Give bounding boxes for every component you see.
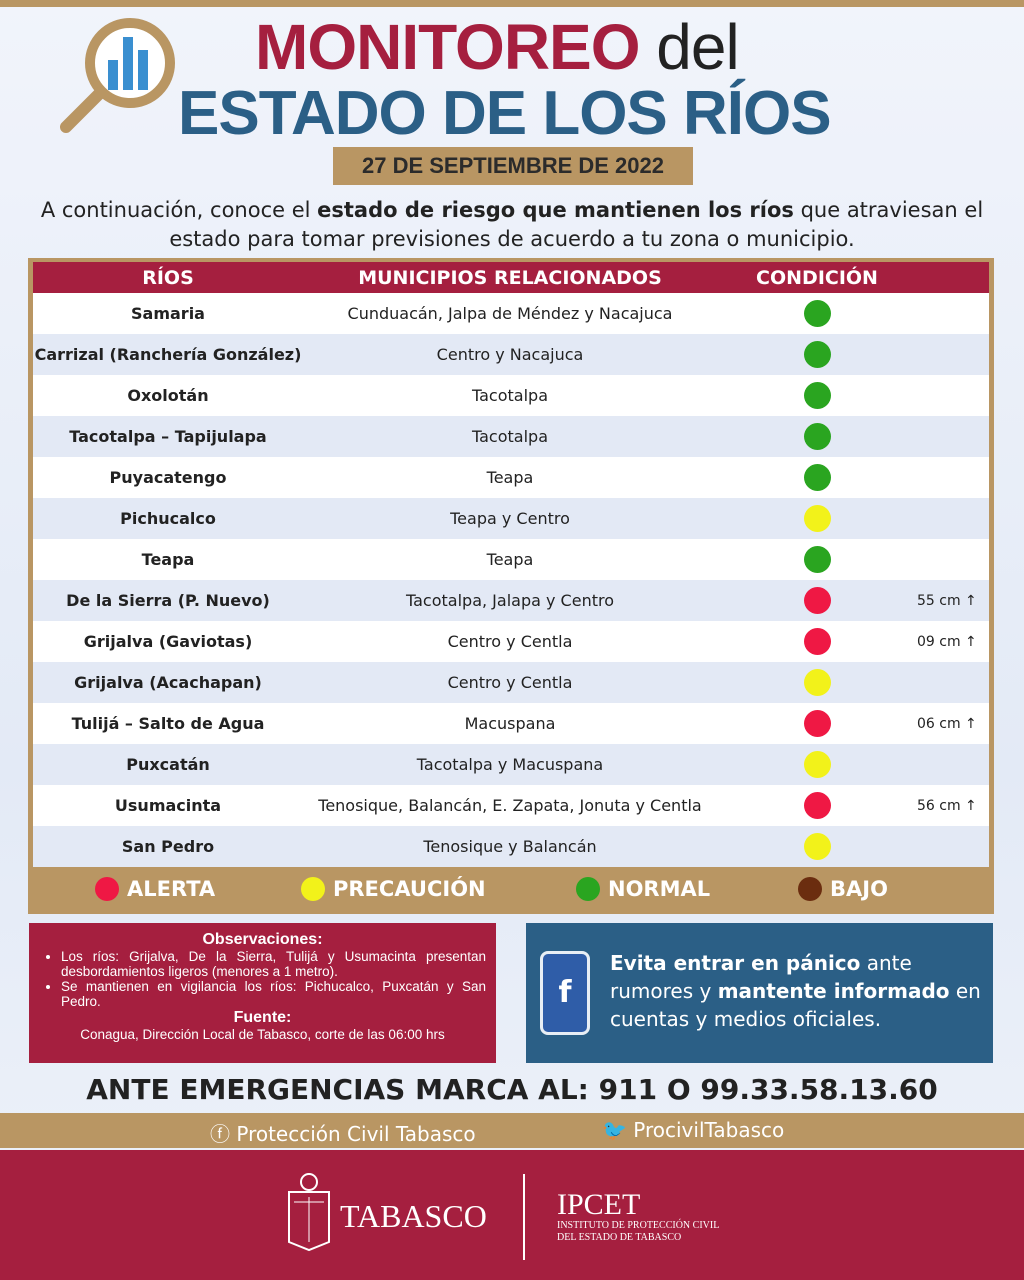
condition-dot-alerta xyxy=(803,628,831,655)
emergency-line: ANTE EMERGENCIAS MARCA AL: 911 O 99.33.5… xyxy=(86,1073,938,1106)
municipios: Centro y Centla xyxy=(447,632,573,651)
condition-dot-alerta xyxy=(803,792,831,819)
table-header: RÍOS MUNICIPIOS RELACIONADOS CONDICIÓN xyxy=(33,262,989,293)
condition-dot-alerta xyxy=(803,587,831,614)
condition-dot-normal xyxy=(803,423,831,450)
level-above: 56 cm ↑ xyxy=(917,797,977,814)
observaciones-box: Observaciones: Los ríos: Grijalva, De la… xyxy=(29,923,496,1063)
river-name: Oxolotán xyxy=(127,386,209,405)
river-name: Grijalva (Acachapan) xyxy=(74,673,262,692)
table-row: Usumacinta Tenosique, Balancán, E. Zapata… xyxy=(33,785,989,826)
facebook-link[interactable]: ⓕ Protección Civil Tabasco xyxy=(210,1122,476,1146)
table-row: Puxcatán Tacotalpa y Macuspana xyxy=(33,744,989,785)
twitter-link[interactable]: 🐦 ProcivilTabasco xyxy=(602,1118,785,1142)
tabasco-coat-of-arms-icon xyxy=(288,1173,330,1252)
municipios: Tacotalpa, Jalapa y Centro xyxy=(406,591,614,610)
municipios: Teapa xyxy=(486,550,534,569)
social-bar: ⓕ Protección Civil Tabasco 🐦 ProcivilTab… xyxy=(0,1113,1024,1148)
legend-dot-icon xyxy=(576,877,600,901)
condition-dot-precaucion xyxy=(803,669,831,696)
condition-dot-normal xyxy=(803,464,831,491)
level-above: 09 cm ↑ xyxy=(917,633,977,650)
condition-dot-alerta xyxy=(803,710,831,737)
municipios: Cunduacán, Jalpa de Méndez y Nacajuca xyxy=(347,304,673,323)
legend-item-bajo: BAJO xyxy=(798,877,888,901)
river-name: Puxcatán xyxy=(126,755,210,774)
ipcet-subtitle: INSTITUTO DE PROTECCIÓN CIVIL DEL ESTADO … xyxy=(557,1220,720,1243)
facebook-phone-icon: f xyxy=(540,951,590,1035)
river-name: Grijalva (Gaviotas) xyxy=(83,632,253,651)
magnifier-chart-icon xyxy=(60,18,175,133)
municipios: Tacotalpa xyxy=(472,386,548,405)
municipios: Teapa y Centro xyxy=(450,509,570,528)
legend: ALERTA PRECAUCIÓN NORMAL BAJO xyxy=(33,868,989,910)
municipios: Teapa xyxy=(486,468,534,487)
top-bar xyxy=(0,0,1024,7)
municipios: Tacotalpa xyxy=(472,427,548,446)
intro-text: A continuación, conoce el estado de ries… xyxy=(40,198,984,251)
table-row: De la Sierra (P. Nuevo) Tacotalpa, Jalapa… xyxy=(33,580,989,621)
condition-dot-precaucion xyxy=(803,833,831,860)
condition-dot-precaucion xyxy=(803,505,831,532)
condition-dot-normal xyxy=(803,341,831,368)
condition-dot-normal xyxy=(803,382,831,409)
table-row: Grijalva (Gaviotas) Centro y Centla 09 cm … xyxy=(33,621,989,662)
river-name: Teapa xyxy=(141,550,195,569)
river-name: Puyacatengo xyxy=(109,468,227,487)
municipios: Tenosique y Balancán xyxy=(423,837,597,856)
river-name: Tulijá – Salto de Agua xyxy=(71,714,265,733)
rivers-table: RÍOS MUNICIPIOS RELACIONADOS CONDICIÓN S… xyxy=(28,258,994,914)
municipios: Centro y Nacajuca xyxy=(436,345,584,364)
date-badge: 27 DE SEPTIEMBRE DE 2022 xyxy=(333,147,693,185)
condition-dot-normal xyxy=(803,300,831,327)
river-name: Pichucalco xyxy=(120,509,216,528)
title-line2: ESTADO DE LOS RÍOS xyxy=(178,79,832,148)
level-above: 06 cm ↑ xyxy=(917,715,977,732)
river-name: Usumacinta xyxy=(114,796,222,815)
divider xyxy=(523,1174,525,1260)
condition-dot-precaucion xyxy=(803,751,831,778)
river-name: Samaria xyxy=(131,304,205,323)
table-row: Puyacatengo Teapa xyxy=(33,457,989,498)
river-name: Carrizal (Ranchería González) xyxy=(34,345,302,364)
table-row: Pichucalco Teapa y Centro xyxy=(33,498,989,539)
river-name: San Pedro xyxy=(121,837,215,856)
municipios: Tenosique, Balancán, E. Zapata, Jonuta y… xyxy=(318,796,702,815)
table-row: Grijalva (Acachapan) Centro y Centla xyxy=(33,662,989,703)
ipcet-logo-text: IPCET xyxy=(557,1188,641,1221)
footer: TABASCO IPCET INSTITUTO DE PROTECCIÓN CI… xyxy=(0,1150,1024,1280)
municipios: Tacotalpa y Macuspana xyxy=(416,755,604,774)
legend-dot-icon xyxy=(95,877,119,901)
river-name: Tacotalpa – Tapijulapa xyxy=(69,427,267,446)
legend-dot-icon xyxy=(301,877,325,901)
tabasco-logo-text: TABASCO xyxy=(340,1198,487,1234)
aviso-box: f Evita entrar en pánico ante rumores y … xyxy=(526,923,993,1063)
condition-dot-normal xyxy=(803,546,831,573)
municipios: Centro y Centla xyxy=(447,673,573,692)
table-row: Samaria Cunduacán, Jalpa de Méndez y Naca… xyxy=(33,293,989,334)
municipios: Macuspana xyxy=(464,714,556,733)
table-row: Oxolotán Tacotalpa xyxy=(33,375,989,416)
table-row: Tacotalpa – Tapijulapa Tacotalpa xyxy=(33,416,989,457)
table-row: San Pedro Tenosique y Balancán xyxy=(33,826,989,867)
legend-item-alerta: ALERTA xyxy=(95,877,215,901)
river-name: De la Sierra (P. Nuevo) xyxy=(66,591,270,610)
legend-dot-icon xyxy=(798,877,822,901)
table-row: Teapa Teapa xyxy=(33,539,989,580)
legend-item-normal: NORMAL xyxy=(576,877,710,901)
legend-item-precaucion: PRECAUCIÓN xyxy=(301,877,486,901)
table-row: Carrizal (Ranchería González) Centro y Na… xyxy=(33,334,989,375)
level-above: 55 cm ↑ xyxy=(917,592,977,609)
table-row: Tulijá – Salto de Agua Macuspana 06 cm ↑ xyxy=(33,703,989,744)
title-line1: MONITOREO del xyxy=(255,11,740,83)
